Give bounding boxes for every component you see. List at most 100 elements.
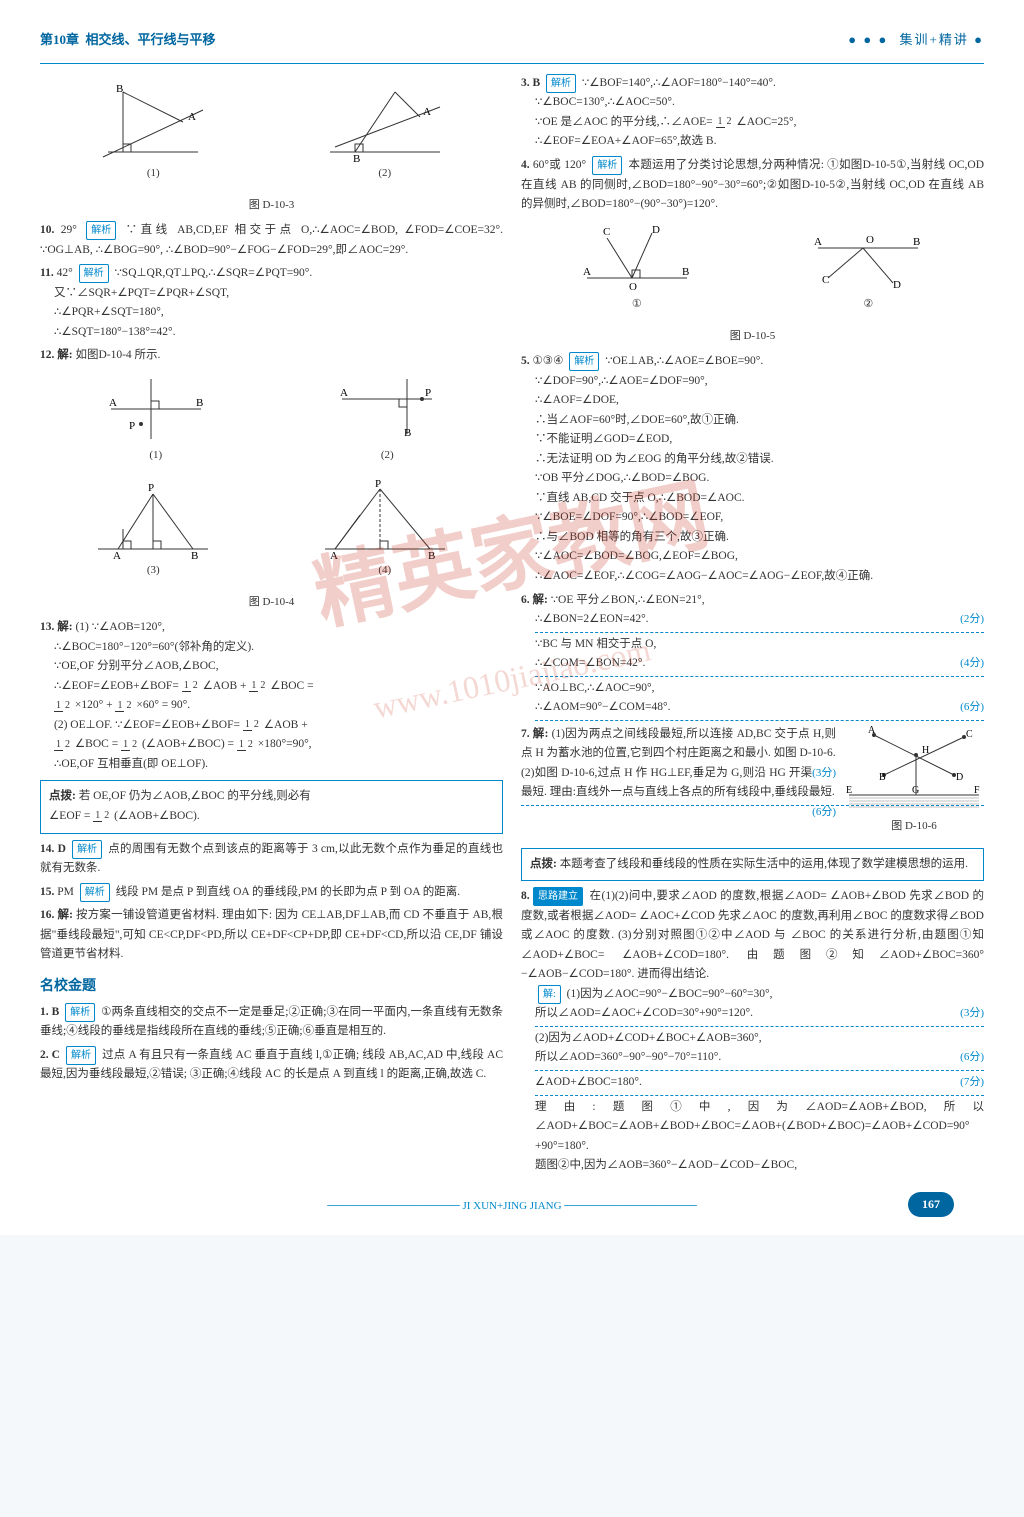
chapter-num: 第10章: [40, 32, 79, 47]
fraction-half-7: 12: [121, 740, 139, 750]
q14-num: 14.: [40, 843, 54, 855]
svg-text:B: B: [353, 153, 360, 162]
fraction-half-1: 12: [182, 681, 200, 691]
perp-diagram-2: A B P: [332, 374, 442, 444]
mq8-l1w: 所以∠AOD=∠AOC+∠COD=30°+90°=120°. (3分): [521, 1004, 984, 1027]
svg-text:B: B: [913, 236, 920, 248]
svg-text:E: E: [846, 785, 852, 796]
mq5-l0: ∵OE⊥AB,∴∠AOE=∠BOE=90°.: [605, 355, 763, 367]
q11-l3: ∴∠PQR+∠SQT=180°,: [40, 303, 503, 323]
q10-ans: 29°: [61, 224, 77, 236]
mingxiao-q3: 3. B 解析 ∵∠BOF=140°,∴∠AOF=180°−140°=40°. …: [521, 74, 984, 152]
svg-text:P: P: [425, 387, 431, 399]
mq8-num: 8.: [521, 890, 530, 902]
mq5-l11: ∴∠AOC=∠EOF,∴∠COG=∠AOG−∠AOC=∠AOG−∠EOF,故④正…: [521, 567, 984, 587]
dotted-rule: [535, 720, 984, 721]
svg-text:A: A: [188, 111, 196, 123]
q12-prefix: 解:: [57, 349, 72, 361]
mq3-num: 3.: [521, 77, 530, 89]
svg-text:B: B: [682, 266, 689, 278]
svg-text:O: O: [629, 281, 637, 293]
mq5-l2: ∴∠AOF=∠DOE,: [521, 391, 984, 411]
mq8-l3-s: (6分): [960, 1048, 984, 1067]
mq8-l0: (1)因为∠AOC=90°−∠BOC=90°−60°=30°,: [567, 988, 773, 1000]
mq6-l3: ∴∠COM=∠BON=42°. (4分): [521, 654, 984, 677]
q11-l4: ∴∠SQT=180°−138°=42°.: [40, 323, 503, 343]
mq3-l3-pre: ∵OE 是∠AOC 的平分线,∴∠AOE=: [535, 116, 713, 128]
mq7-body1: (1)因为两点之间线段最短,所以连接 AD,BC 交于点 H,则点 H 为蓄水池…: [521, 728, 836, 760]
brand-text: 集训+精讲: [900, 32, 969, 47]
fig-d10-3-caption: 图 D-10-3: [40, 196, 503, 215]
mq3-l3: ∵OE 是∠AOC 的平分线,∴∠AOE= 12 ∠AOC=25°,: [521, 113, 984, 133]
svg-text:F: F: [974, 785, 980, 796]
q12-num: 12.: [40, 349, 54, 361]
question-10: 10. 29° 解析 ∵直线 AB,CD,EF 相交于点 O,∴∠AOC=∠BO…: [40, 221, 503, 260]
footer-text: JI XUN+JING JIANG: [462, 1200, 561, 1212]
mingxiao-q7: A B C D H G E F 图 D-10-6 7. 解: (1)因为两点之间…: [521, 725, 984, 842]
mq8-l4w: ∠AOD+∠BOC=180°. (7分): [521, 1073, 984, 1096]
q15-body: 线段 PM 是点 P 到直线 OA 的垂线段,PM 的长即为点 P 到 OA 的…: [116, 886, 461, 898]
q16-prefix: 解:: [57, 909, 73, 921]
mq5-l4: ∵不能证明∠GOD=∠EOD,: [521, 430, 984, 450]
q13-f2b: ×60° = 90°.: [136, 699, 190, 711]
header-brand: ● ● ● 集训+精讲 ●: [848, 30, 984, 51]
mq6-l3-t: ∴∠COM=∠BON=42°.: [535, 657, 645, 669]
question-12: 12. 解: 如图D-10-4 所示.: [40, 346, 503, 366]
analysis-tag: 解析: [66, 1046, 96, 1065]
fig-d10-4-sub2: (2): [332, 446, 442, 465]
svg-text:C: C: [603, 226, 610, 238]
footer-rule-right: ─────────────────: [564, 1200, 697, 1212]
q16-body: 按方案一铺设管道更省材料. 理由如下: 因为 CE⊥AB,DF⊥AB,而 CD …: [40, 909, 503, 960]
mq5-l1: ∵∠DOF=90°,∴∠AOE=∠DOF=90°,: [521, 372, 984, 392]
svg-text:C: C: [822, 274, 829, 286]
q10-num: 10.: [40, 224, 54, 236]
question-15: 15. PM 解析 线段 PM 是点 P 到直线 OA 的垂线段,PM 的长即为…: [40, 883, 503, 903]
q11-l1: ∵SQ⊥QR,QT⊥PQ,∴∠SQR=∠PQT=90°.: [114, 267, 312, 279]
angle-diagram-2: A B O C D: [808, 223, 928, 293]
mq2-body: 过点 A 有且只有一条直线 AC 垂直于直线 l,①正确; 线段 AB,AC,A…: [40, 1049, 503, 1081]
mq5-l5: ∴无法证明 OD 为∠EOG 的角平分线,故②错误.: [521, 450, 984, 470]
content-columns: B A (1) B A (2): [40, 74, 984, 1180]
mq8-sol: 解: (1)因为∠AOC=90°−∠BOC=90°−60°=30°,: [521, 985, 984, 1005]
fig-d10-4-1: A B P (1): [101, 374, 211, 471]
fig-sub-2: (2): [325, 164, 445, 183]
mq3-ans: B: [533, 77, 541, 89]
angle-diagram-1: A B O C D: [577, 223, 697, 293]
triangle-diagram-1: B A: [98, 82, 208, 162]
mq5-ans: ①③④: [533, 355, 564, 367]
mq4-body: 本题运用了分类讨论思想,分两种情况: ①如图D-10-5①,当射线 OC,OD …: [521, 159, 984, 210]
q13-p1-label: (1): [75, 621, 88, 633]
mq4-ans: 60°或 120°: [533, 159, 586, 171]
mq8-l1-s: (3分): [960, 1004, 984, 1023]
dotted-rule: [535, 1095, 984, 1096]
dotted-rule: [535, 1026, 984, 1027]
mq5-l3: ∴当∠AOF=60°时,∠DOE=60°,故①正确.: [521, 411, 984, 431]
right-column: 3. B 解析 ∵∠BOF=140°,∴∠AOF=180°−140°=40°. …: [521, 74, 984, 1180]
mq7-s2: (6分): [812, 803, 836, 822]
mq5-l10: ∵∠AOC=∠BOD=∠BOG,∠EOF=∠BOG,: [521, 547, 984, 567]
figure-d10-5: A B O C D ① A B O: [521, 223, 984, 320]
fig-d10-4-sub3: (3): [93, 561, 213, 580]
mq7-num: 7.: [521, 728, 530, 740]
mq6-l3-s: (4分): [960, 654, 984, 673]
fig-d10-5-caption: 图 D-10-5: [521, 327, 984, 346]
hint-box-1: 点拨: 若 OE,OF 仍为∠AOB,∠BOC 的平分线,则必有 ∠EOF = …: [40, 780, 503, 833]
fig-d10-4-3: P A B (3): [93, 479, 213, 586]
hint-eq-r: (∠AOB+∠BOC).: [114, 810, 200, 822]
mingxiao-q1: 1. B 解析 ①两条直线相交的交点不一定是垂足;②正确;③在同一平面内,一条直…: [40, 1003, 503, 1042]
mq8-l5: 理由:题图①中,因为∠AOD=∠AOB+∠BOD,所以∠AOD+∠BOC=∠AO…: [521, 1098, 984, 1157]
mq2-ans: C: [52, 1049, 60, 1061]
svg-text:C: C: [966, 729, 973, 740]
svg-text:A: A: [583, 266, 591, 278]
mq5-l8: ∵∠BOE=∠DOF=90°,∴∠BOD=∠EOF,: [521, 508, 984, 528]
q13-p2-label: (2): [54, 719, 67, 731]
svg-text:A: A: [340, 387, 348, 399]
mq5-l7: ∵直线 AB,CD 交于点 O,∴∠BOD=∠AOC.: [521, 489, 984, 509]
solution-tag: 解:: [538, 985, 561, 1004]
fig-d10-5-1: A B O C D ①: [577, 223, 697, 320]
triangle-diagram-3: P A B: [93, 479, 213, 559]
fraction-half-h: 12: [93, 811, 111, 821]
mq8-l4: ∠AOD+∠BOC=180°.: [535, 1076, 642, 1088]
mq6-l1-t: ∴∠BON=2∠EON=42°.: [535, 613, 649, 625]
q13-l2: ∴∠BOC=180°−120°=60°(邻补角的定义).: [40, 638, 503, 658]
